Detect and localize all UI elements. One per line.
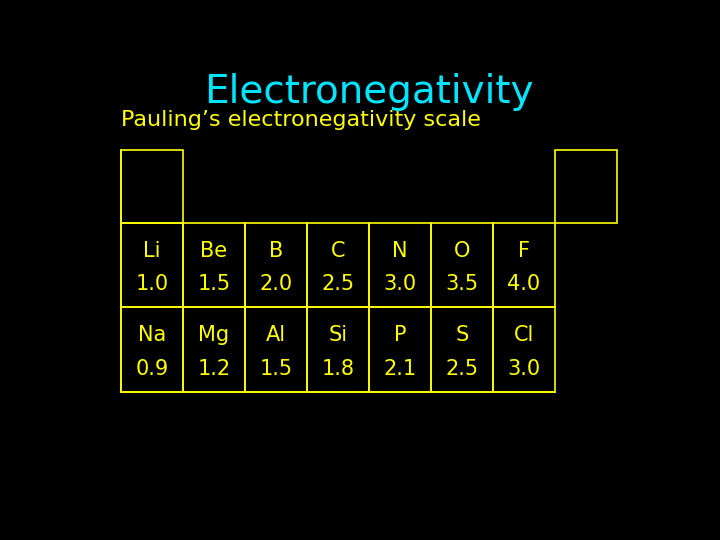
- Bar: [307, 222, 369, 307]
- Text: Mg: Mg: [199, 325, 230, 345]
- Text: 3.0: 3.0: [384, 274, 417, 294]
- Text: Li: Li: [143, 241, 161, 261]
- Text: C: C: [330, 241, 346, 261]
- Bar: [369, 307, 431, 392]
- Text: 1.8: 1.8: [322, 359, 354, 379]
- Text: Electronegativity: Electronegativity: [204, 73, 534, 111]
- Text: Pauling’s electronegativity scale: Pauling’s electronegativity scale: [121, 110, 481, 130]
- Text: S: S: [455, 325, 469, 345]
- Text: 0.9: 0.9: [135, 359, 168, 379]
- Text: 4.0: 4.0: [508, 274, 541, 294]
- Bar: [493, 307, 555, 392]
- Bar: [245, 222, 307, 307]
- Text: 2.0: 2.0: [259, 274, 292, 294]
- Bar: [431, 222, 493, 307]
- Bar: [307, 307, 369, 392]
- Bar: [369, 222, 431, 307]
- Text: 1.2: 1.2: [197, 359, 230, 379]
- Bar: [121, 150, 183, 222]
- Text: 2.5: 2.5: [321, 274, 354, 294]
- Text: 3.5: 3.5: [446, 274, 479, 294]
- Text: Be: Be: [200, 241, 228, 261]
- Bar: [555, 150, 617, 222]
- Text: O: O: [454, 241, 470, 261]
- Bar: [493, 222, 555, 307]
- Bar: [183, 307, 245, 392]
- Bar: [121, 307, 183, 392]
- Text: Cl: Cl: [514, 325, 534, 345]
- Text: Al: Al: [266, 325, 286, 345]
- Text: 2.5: 2.5: [446, 359, 479, 379]
- Text: B: B: [269, 241, 283, 261]
- Text: 2.1: 2.1: [384, 359, 417, 379]
- Text: F: F: [518, 241, 530, 261]
- Text: Na: Na: [138, 325, 166, 345]
- Bar: [245, 307, 307, 392]
- Text: N: N: [392, 241, 408, 261]
- Text: 1.5: 1.5: [259, 359, 292, 379]
- Text: 1.5: 1.5: [197, 274, 230, 294]
- Text: 1.0: 1.0: [135, 274, 168, 294]
- Text: P: P: [394, 325, 406, 345]
- Bar: [431, 307, 493, 392]
- Bar: [121, 222, 183, 307]
- Text: Si: Si: [328, 325, 348, 345]
- Text: 3.0: 3.0: [508, 359, 541, 379]
- Bar: [183, 222, 245, 307]
